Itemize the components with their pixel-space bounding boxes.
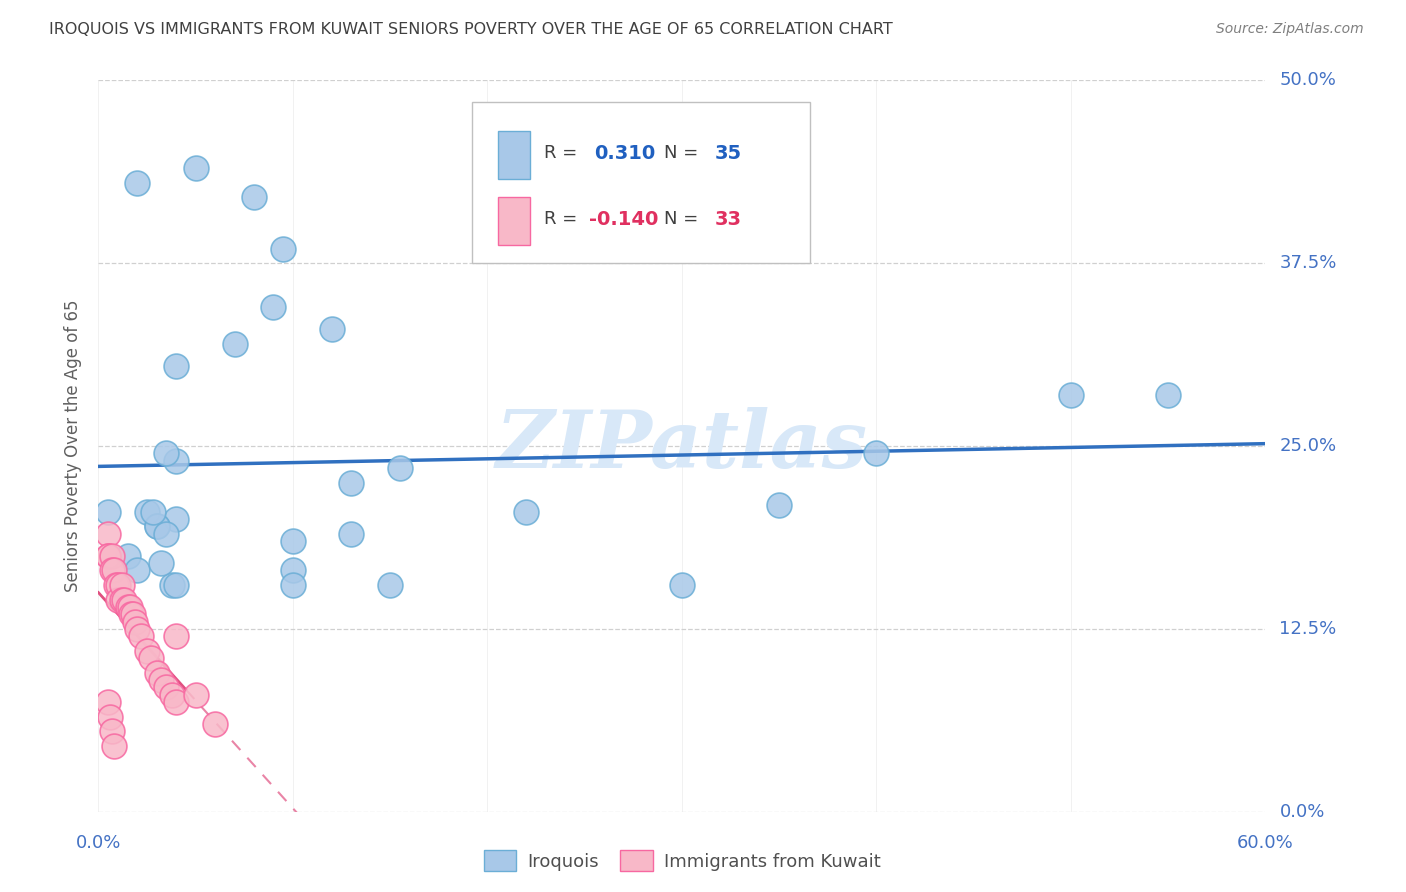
Text: IROQUOIS VS IMMIGRANTS FROM KUWAIT SENIORS POVERTY OVER THE AGE OF 65 CORRELATIO: IROQUOIS VS IMMIGRANTS FROM KUWAIT SENIO…	[49, 22, 893, 37]
Point	[340, 475, 363, 490]
Point	[184, 161, 207, 175]
Point	[165, 695, 187, 709]
Point	[165, 578, 187, 592]
Point	[281, 578, 304, 592]
Point	[129, 629, 152, 643]
Point	[103, 739, 125, 753]
FancyBboxPatch shape	[498, 131, 530, 179]
Point	[124, 615, 146, 629]
Point	[1157, 388, 1180, 402]
Point	[101, 563, 124, 577]
Text: 0.310: 0.310	[595, 144, 655, 163]
Point	[117, 599, 139, 614]
Text: 60.0%: 60.0%	[1237, 834, 1294, 852]
Point	[139, 651, 162, 665]
Point	[97, 526, 120, 541]
Point	[149, 556, 172, 570]
Point	[136, 505, 159, 519]
Point	[146, 665, 169, 680]
Point	[97, 505, 120, 519]
Point	[111, 578, 134, 592]
Point	[271, 242, 294, 256]
Point	[117, 549, 139, 563]
Point	[165, 453, 187, 467]
Text: N =: N =	[665, 211, 704, 228]
Point	[127, 622, 149, 636]
Point	[162, 688, 184, 702]
Point	[204, 717, 226, 731]
Point	[1060, 388, 1083, 402]
Text: 33: 33	[714, 210, 741, 228]
Point	[378, 578, 402, 592]
Text: 25.0%: 25.0%	[1279, 437, 1337, 455]
Point	[146, 519, 169, 533]
Point	[107, 578, 129, 592]
Text: 0.0%: 0.0%	[1279, 803, 1324, 821]
Point	[98, 709, 121, 723]
Point	[865, 446, 887, 460]
FancyBboxPatch shape	[498, 197, 530, 245]
Point	[340, 526, 363, 541]
Y-axis label: Seniors Poverty Over the Age of 65: Seniors Poverty Over the Age of 65	[65, 300, 83, 592]
Point	[224, 336, 246, 351]
Text: 12.5%: 12.5%	[1279, 620, 1337, 638]
Point	[515, 505, 537, 519]
Point	[281, 563, 304, 577]
Text: Source: ZipAtlas.com: Source: ZipAtlas.com	[1216, 22, 1364, 37]
Point	[321, 322, 343, 336]
Point	[118, 599, 141, 614]
Point	[388, 461, 411, 475]
Point	[111, 592, 134, 607]
Text: R =: R =	[544, 145, 583, 162]
Point	[243, 190, 266, 204]
Point	[122, 607, 145, 622]
Text: R =: R =	[544, 211, 583, 228]
Point	[104, 578, 127, 592]
Point	[127, 563, 149, 577]
Point	[103, 563, 125, 577]
Point	[97, 549, 120, 563]
Point	[142, 505, 165, 519]
Point	[101, 724, 124, 739]
Text: 50.0%: 50.0%	[1279, 71, 1336, 89]
Point	[155, 526, 177, 541]
Point	[162, 578, 184, 592]
FancyBboxPatch shape	[472, 103, 810, 263]
Point	[146, 519, 169, 533]
Point	[671, 578, 693, 592]
Point	[165, 359, 187, 373]
Text: ZIPatlas: ZIPatlas	[496, 408, 868, 484]
Point	[165, 512, 187, 526]
Point	[149, 673, 172, 687]
Point	[107, 592, 129, 607]
Text: 35: 35	[714, 144, 742, 163]
Point	[155, 446, 177, 460]
Point	[184, 688, 207, 702]
Point	[121, 607, 143, 622]
Point	[101, 549, 124, 563]
Point	[112, 592, 135, 607]
Point	[768, 498, 790, 512]
Text: N =: N =	[665, 145, 704, 162]
Point	[97, 695, 120, 709]
Point	[127, 176, 149, 190]
Point	[155, 681, 177, 695]
Legend: Iroquois, Immigrants from Kuwait: Iroquois, Immigrants from Kuwait	[477, 843, 887, 879]
Text: 37.5%: 37.5%	[1279, 254, 1337, 272]
Point	[165, 629, 187, 643]
Point	[97, 549, 120, 563]
Point	[262, 300, 284, 314]
Text: -0.140: -0.140	[589, 210, 658, 228]
Text: 0.0%: 0.0%	[76, 834, 121, 852]
Point	[136, 644, 159, 658]
Point	[281, 534, 304, 549]
